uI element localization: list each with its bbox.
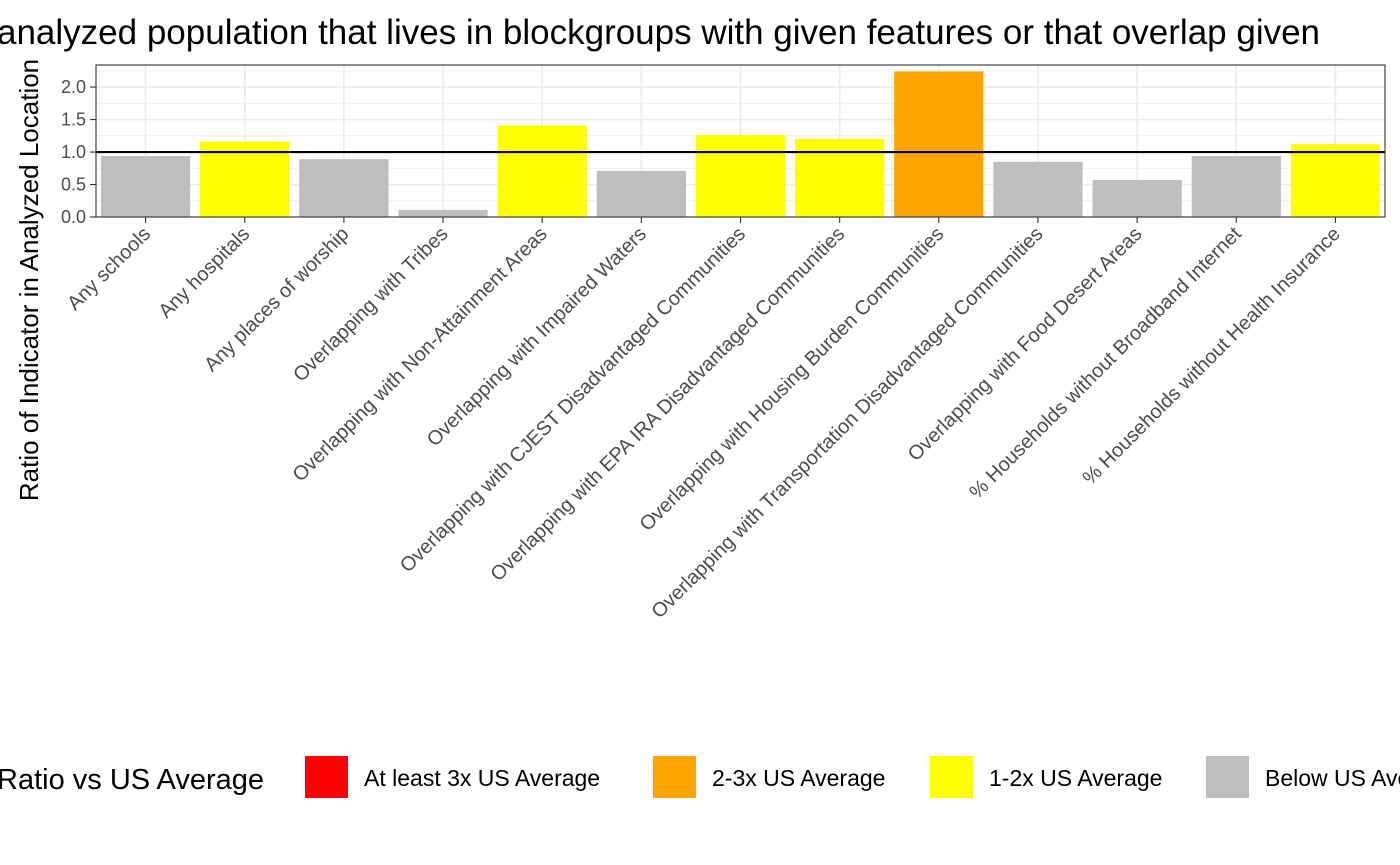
x-tick-label: Any schools [63, 223, 155, 315]
legend-label: 2-3x US Average [712, 765, 885, 791]
x-tick-label: Overlapping with CJEST Disadvantaged Com… [396, 223, 750, 577]
chart-title: analyzed population that lives in blockg… [0, 13, 1320, 52]
bar-9 [894, 71, 984, 217]
y-axis: 0.0 0.5 1.0 1.5 2.0 [61, 77, 96, 227]
bar-2 [200, 141, 290, 217]
legend-label: At least 3x US Average [364, 765, 600, 791]
legend-label: 1-2x US Average [989, 765, 1162, 791]
y-tick-label: 2.0 [61, 77, 86, 97]
legend-title: Ratio vs US Average [0, 764, 264, 796]
legend-key [653, 756, 696, 798]
legend-key [930, 756, 973, 798]
bar-11 [1092, 179, 1182, 217]
y-axis-label: Ratio of Indicator in Analyzed Location [14, 59, 44, 501]
y-tick-label: 1.5 [61, 110, 86, 130]
bar-10 [993, 161, 1083, 217]
y-tick-label: 0.0 [61, 207, 86, 227]
legend: Ratio vs US Average At least 3x US Avera… [0, 756, 1400, 798]
legend-key [1206, 756, 1249, 798]
legend-items: At least 3x US Average 2-3x US Average 1-2… [305, 756, 1400, 798]
bar-4 [398, 209, 488, 217]
legend-key [305, 756, 348, 798]
y-tick-label: 0.5 [61, 175, 86, 195]
bars [100, 71, 1381, 217]
bar-6 [596, 170, 686, 217]
x-tick-label: Overlapping with Transportation Disadvan… [648, 223, 1048, 623]
bar-13 [1290, 144, 1381, 217]
x-tick-label: Overlapping with Impaired Waters [423, 223, 651, 451]
bar-1 [100, 155, 191, 217]
bar-7 [695, 135, 786, 217]
bar-12 [1191, 155, 1281, 217]
x-tick-label: Any hospitals [155, 223, 255, 323]
bar-3 [299, 159, 389, 217]
bar-8 [795, 139, 885, 217]
bar-5 [497, 125, 587, 217]
legend-label: Below US Average [1265, 765, 1400, 791]
x-tick-label: Overlapping with EPA IRA Disadvantaged C… [486, 223, 849, 586]
y-tick-label: 1.0 [61, 142, 86, 162]
